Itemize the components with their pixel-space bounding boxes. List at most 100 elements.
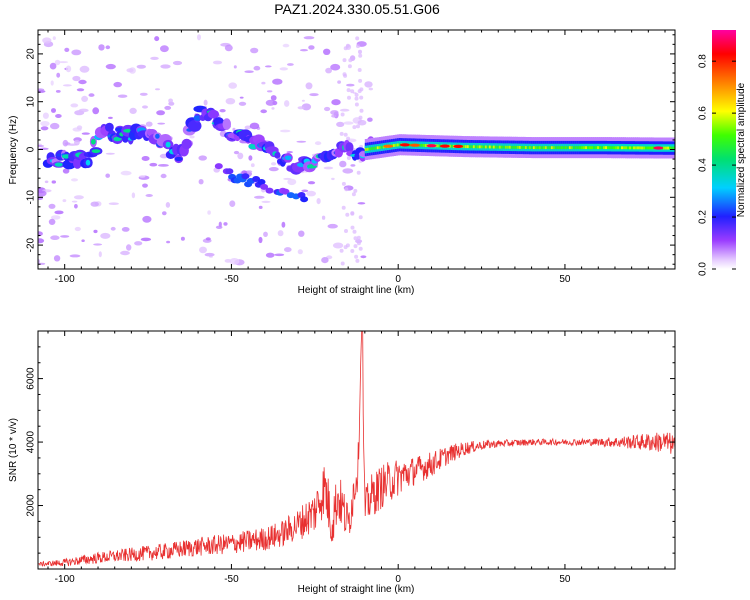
spectrogram-cell	[383, 144, 394, 148]
spectrogram-cell	[199, 246, 207, 254]
spectrogram-cell	[136, 64, 146, 69]
spectrogram-cell	[139, 175, 146, 178]
spectrogram-cell	[346, 83, 355, 87]
spectrogram-cell	[665, 146, 668, 150]
spectrogram-cell	[272, 78, 283, 85]
spectrogram-cell	[325, 67, 332, 74]
spectrogram-cell	[667, 146, 670, 150]
spectrogram-cell	[619, 146, 622, 150]
spectrogram-cell	[669, 146, 672, 150]
spectrogram-cell	[466, 145, 470, 149]
spectrogram-cell	[488, 145, 492, 149]
spectrogram-cell	[645, 146, 648, 150]
spectrogram-cell	[556, 146, 560, 150]
spectrogram-cell	[418, 143, 422, 147]
spectrogram-cell	[544, 146, 548, 150]
spectrogram-cell	[74, 226, 81, 232]
spectrogram-cell	[300, 49, 308, 52]
spectrogram-cell	[331, 99, 341, 106]
spectrogram-cell	[105, 173, 110, 178]
spectrogram-cell	[78, 108, 89, 113]
spectrogram-cell	[261, 81, 266, 85]
y-tick-label: 4000	[26, 431, 37, 454]
spectrogram-cell	[238, 101, 247, 106]
x-tick-label: 0	[395, 574, 401, 585]
spectrogram-cell	[197, 34, 201, 41]
spectrogram-cell	[172, 60, 183, 66]
spectrogram-cell	[64, 47, 70, 53]
spectrogram-cell	[40, 121, 50, 127]
spectrogram-cell	[241, 173, 250, 180]
spectrogram-cell	[38, 145, 45, 147]
spectrogram-cell	[74, 139, 80, 146]
spectrogram-cell	[265, 99, 276, 106]
spectrogram-cell	[265, 187, 274, 194]
spectrogram-cell	[605, 146, 608, 150]
spectrogram-cell	[180, 236, 185, 241]
snr-y-axis-label: SNR (10 * v/v)	[8, 418, 19, 482]
spectrogram-cell	[303, 36, 315, 40]
spectrogram-cell	[100, 232, 111, 239]
spectrogram-cell	[364, 148, 368, 151]
spectrogram-cell	[358, 215, 363, 220]
spectrogram-cell	[364, 81, 373, 88]
spectrogram-cell	[627, 146, 630, 150]
spectrogram-cell	[48, 218, 56, 225]
spectrogram-cell	[585, 146, 588, 150]
spectrogram-cell	[366, 147, 370, 151]
x-tick-label: 0	[395, 274, 401, 285]
spectrogram-cell	[323, 166, 334, 170]
spectrogram-cell	[512, 145, 516, 149]
spectrogram-cell	[424, 144, 428, 147]
spectrogram-cell	[350, 89, 355, 94]
spectrogram-cell	[536, 146, 540, 150]
spectrogram-cell	[72, 75, 81, 82]
spectrogram-cell	[187, 120, 202, 132]
spectrogram-y-axis-label: Frequency (Hz)	[8, 116, 19, 185]
spectrogram-cell	[55, 114, 62, 118]
spectrogram-cell	[546, 146, 550, 150]
spectrogram-cell	[140, 237, 152, 242]
spectrogram-cell	[342, 72, 347, 77]
spectrogram-cell	[357, 68, 362, 72]
spectrogram-cell	[409, 143, 420, 147]
spectrogram-cell	[615, 146, 618, 150]
spectrogram-cell	[181, 138, 192, 150]
spectrogram-cell	[574, 146, 578, 150]
spectrogram-cell	[168, 98, 174, 103]
spectrogram-cell	[229, 258, 240, 265]
spectrogram-cell	[307, 181, 316, 185]
spectrogram-cell	[321, 257, 329, 264]
x-tick-label: -100	[55, 574, 75, 585]
spectrogram-cell	[296, 140, 307, 143]
spectrogram-cell	[367, 117, 373, 122]
spectrogram-cell	[284, 100, 290, 107]
spectrogram-cell	[498, 145, 502, 149]
spectrogram-cell	[426, 144, 437, 148]
spectrogram-cell	[358, 49, 362, 55]
y-tick-label: 6000	[26, 367, 37, 390]
spectrogram-cell	[233, 65, 237, 69]
spectrogram-cell	[54, 210, 64, 215]
spectrogram-cell	[90, 201, 99, 207]
spectrogram-cell	[339, 108, 350, 112]
spectrogram-cell	[345, 212, 350, 217]
spectrogram-cell	[354, 254, 359, 259]
spectrogram-cell	[358, 78, 363, 83]
spectrogram-cell	[643, 146, 646, 150]
spectrogram-cell	[356, 170, 361, 175]
spectrogram-cell	[297, 106, 305, 110]
spectrogram-cell	[266, 90, 273, 93]
spectrogram-cell	[81, 132, 90, 135]
spectrogram-cell	[357, 119, 367, 126]
spectrogram-x-ticks: -100 -50 0 50	[47, 30, 666, 285]
spectrogram-cell	[301, 189, 309, 193]
spectrogram-cell	[380, 145, 384, 149]
spectrogram-cell	[526, 146, 530, 149]
spectrogram-cell	[131, 192, 136, 199]
spectrogram-cell	[257, 179, 266, 185]
spectrogram-cell	[308, 45, 315, 50]
spectrogram-cell	[420, 143, 424, 147]
spectrogram-cell	[141, 156, 150, 161]
spectrogram-cell	[354, 96, 359, 101]
